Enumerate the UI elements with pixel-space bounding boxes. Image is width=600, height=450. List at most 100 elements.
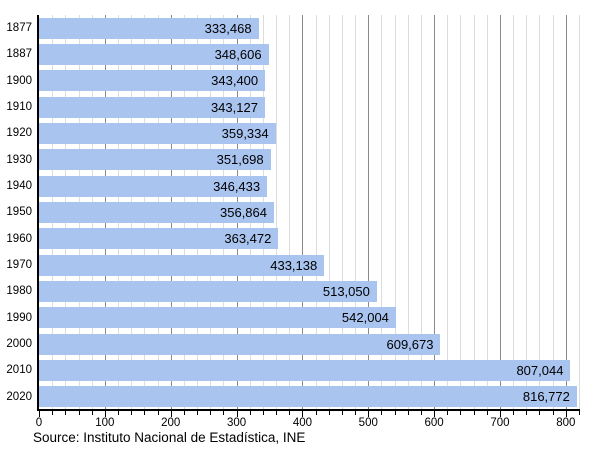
bar-value-label: 363,472 bbox=[224, 231, 272, 247]
gridline-minor bbox=[289, 15, 291, 410]
x-tick-label: 200 bbox=[161, 417, 181, 429]
bar-row: 346,433 bbox=[39, 173, 579, 199]
y-tick-label: 1990 bbox=[6, 311, 32, 324]
bar-row: 807,044 bbox=[39, 357, 579, 383]
x-axis-tick bbox=[447, 411, 449, 415]
bar: 343,127 bbox=[39, 96, 265, 118]
gridline-minor bbox=[355, 15, 357, 410]
x-axis-tick bbox=[341, 411, 343, 415]
bar-value-label: 359,334 bbox=[221, 125, 269, 141]
y-tick-label: 1970 bbox=[6, 259, 32, 272]
x-axis-tick bbox=[499, 411, 501, 417]
bars-layer: 333,468 348,606 343,400 343,127 359,334 351,6… bbox=[39, 15, 579, 410]
x-axis-tick bbox=[276, 411, 278, 415]
y-tick-label: 1900 bbox=[6, 74, 32, 87]
bar: 542,004 bbox=[39, 307, 396, 329]
x-axis-tick bbox=[91, 411, 93, 415]
bar-row: 333,468 bbox=[39, 15, 579, 41]
x-axis-tick bbox=[460, 411, 462, 415]
bar-value-label: 346,433 bbox=[213, 178, 261, 194]
bar-value-label: 609,673 bbox=[386, 336, 434, 352]
x-axis-tick bbox=[262, 411, 264, 415]
x-tick-label: 800 bbox=[556, 417, 576, 429]
x-axis-tick bbox=[39, 411, 40, 417]
y-tick-label: 2010 bbox=[6, 364, 32, 377]
y-tick-label: 1960 bbox=[6, 232, 32, 245]
gridline-major bbox=[434, 15, 436, 410]
x-axis-tick bbox=[302, 411, 304, 417]
gridline-minor bbox=[579, 15, 580, 410]
gridline-minor bbox=[460, 15, 462, 410]
gridline-minor bbox=[381, 15, 383, 410]
y-axis-line bbox=[37, 15, 39, 410]
bar-row: 351,698 bbox=[39, 147, 579, 173]
bar: 433,138 bbox=[39, 254, 325, 276]
x-axis-tick bbox=[565, 411, 567, 417]
bar-value-label: 343,400 bbox=[211, 73, 259, 89]
y-tick-label: 1950 bbox=[6, 206, 32, 219]
x-axis-tick bbox=[473, 411, 475, 415]
bar-value-label: 433,138 bbox=[270, 257, 318, 273]
gridline-minor bbox=[407, 15, 409, 410]
bar-value-label: 351,698 bbox=[216, 152, 264, 168]
x-axis-tick bbox=[65, 411, 67, 415]
gridline-minor bbox=[473, 15, 475, 410]
gridline-minor bbox=[552, 15, 554, 410]
x-axis-tick bbox=[236, 411, 238, 417]
y-tick-label: 1940 bbox=[6, 180, 32, 193]
x-axis-line bbox=[37, 409, 580, 411]
gridline-minor bbox=[447, 15, 449, 410]
gridline-minor bbox=[420, 15, 422, 410]
bar: 348,606 bbox=[39, 43, 269, 65]
x-axis-tick bbox=[394, 411, 396, 415]
plot-area: 333,468 348,606 343,400 343,127 359,334 351,6… bbox=[39, 15, 580, 410]
x-axis-tick bbox=[78, 411, 80, 415]
gridline-minor bbox=[539, 15, 541, 410]
gridline-minor bbox=[276, 15, 278, 410]
y-tick-label: 1980 bbox=[6, 285, 32, 298]
bar: 363,472 bbox=[39, 228, 279, 250]
x-axis-tick bbox=[381, 411, 383, 415]
source-note: Source: Instituto Nacional de Estadístic… bbox=[33, 430, 306, 445]
x-axis-tick bbox=[210, 411, 212, 415]
x-axis-tick bbox=[157, 411, 159, 415]
x-axis-tick bbox=[328, 411, 330, 415]
bar: 346,433 bbox=[39, 175, 268, 197]
bar-row: 356,864 bbox=[39, 199, 579, 225]
bar: 359,334 bbox=[39, 122, 276, 144]
gridline-major bbox=[565, 15, 567, 410]
x-axis-tick bbox=[355, 411, 357, 415]
gridline-minor bbox=[315, 15, 317, 410]
bar: 333,468 bbox=[39, 17, 259, 39]
y-tick-label: 1877 bbox=[6, 22, 32, 35]
gridline-major bbox=[368, 15, 370, 410]
x-axis-tick bbox=[315, 411, 317, 415]
gridline-major bbox=[302, 15, 304, 410]
gridline-minor bbox=[328, 15, 330, 410]
x-axis-tick bbox=[183, 411, 185, 415]
y-axis-labels: 1877 1887 1900 1910 1920 1930 1940 1950 1960 1970… bbox=[0, 15, 32, 410]
bar-row: 359,334 bbox=[39, 120, 579, 146]
y-tick-label: 1887 bbox=[6, 48, 32, 61]
x-tick-label: 400 bbox=[292, 417, 312, 429]
y-tick-label: 1910 bbox=[6, 101, 32, 114]
x-axis-tick bbox=[223, 411, 225, 415]
y-tick-label: 1930 bbox=[6, 153, 32, 166]
x-axis-tick bbox=[539, 411, 541, 415]
bar-value-label: 542,004 bbox=[341, 310, 389, 326]
x-axis-tick bbox=[249, 411, 251, 415]
x-axis-tick bbox=[526, 411, 528, 415]
bar-value-label: 816,772 bbox=[522, 389, 570, 405]
x-axis-tick bbox=[197, 411, 199, 415]
bar-value-label: 348,606 bbox=[214, 46, 262, 62]
gridline-major bbox=[499, 15, 501, 410]
bar: 351,698 bbox=[39, 149, 271, 171]
bar: 609,673 bbox=[39, 333, 441, 355]
bar-row: 363,472 bbox=[39, 226, 579, 252]
x-axis-tick bbox=[52, 411, 54, 415]
x-axis-tick bbox=[170, 411, 172, 417]
x-axis-tick bbox=[131, 411, 133, 415]
x-tick-label: 100 bbox=[95, 417, 115, 429]
x-axis-tick bbox=[513, 411, 515, 415]
x-axis-ticks bbox=[39, 411, 580, 419]
